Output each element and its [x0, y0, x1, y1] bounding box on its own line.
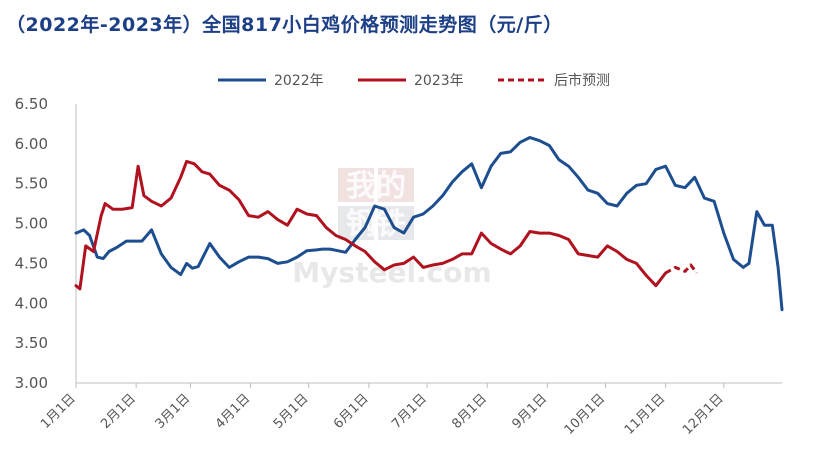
x-tick-label: 6月1日 — [331, 391, 372, 432]
legend-label-0: 2022年 — [274, 73, 324, 89]
y-tick-label: 3.50 — [15, 334, 48, 352]
series-line-1 — [74, 159, 668, 291]
series-line-0 — [74, 136, 784, 312]
x-tick-label: 4月1日 — [213, 391, 254, 432]
x-tick-label: 1月1日 — [38, 391, 79, 432]
series-line-2 — [664, 263, 698, 275]
y-tick-label: 5.00 — [15, 215, 48, 233]
x-axis-ticks: 1月1日 2月1日 3月1日 4月1日 5月1日 6月1日 7月1日 8月1日 9月1日 10月1… — [38, 383, 727, 438]
legend: 2022年 2023年 后市预测 — [218, 72, 610, 89]
y-tick-label: 4.50 — [15, 254, 48, 272]
y-tick-label: 6.00 — [15, 135, 48, 153]
y-tick-label: 4.00 — [15, 294, 48, 312]
watermark-line3: Mysteel.com — [292, 256, 491, 289]
x-tick-label: 2月1日 — [98, 391, 139, 432]
chart-title: （2022年-2023年）全国817小白鸡价格预测走势图（元/斤） — [6, 14, 563, 36]
watermark-block-1 — [338, 168, 374, 202]
watermark-line1: 我的 — [346, 169, 406, 204]
series-layer — [74, 136, 784, 312]
x-tick-label: 7月1日 — [389, 391, 430, 432]
x-tick-label: 12月1日 — [680, 391, 727, 438]
watermark-block-4 — [378, 206, 414, 240]
legend-label-2: 后市预测 — [554, 72, 610, 89]
y-axis-ticks: 3.00 3.50 4.00 4.50 5.00 5.50 6.00 6.50 — [15, 95, 48, 392]
x-tick-label: 5月1日 — [271, 391, 312, 432]
y-tick-label: 6.50 — [15, 95, 48, 113]
x-tick-label: 9月1日 — [509, 391, 550, 432]
x-tick-label: 8月1日 — [449, 391, 490, 432]
x-tick-label: 3月1日 — [153, 391, 194, 432]
watermark-block-2 — [378, 168, 414, 202]
y-tick-label: 3.00 — [15, 374, 48, 392]
x-tick-label: 10月1日 — [562, 391, 609, 438]
watermark: 我的 钢铁 Mysteel.com — [292, 168, 492, 289]
watermark-line2: 钢铁 — [346, 207, 406, 242]
y-tick-label: 5.50 — [15, 175, 48, 193]
legend-label-1: 2023年 — [414, 73, 464, 89]
x-tick-label: 11月1日 — [622, 391, 669, 438]
